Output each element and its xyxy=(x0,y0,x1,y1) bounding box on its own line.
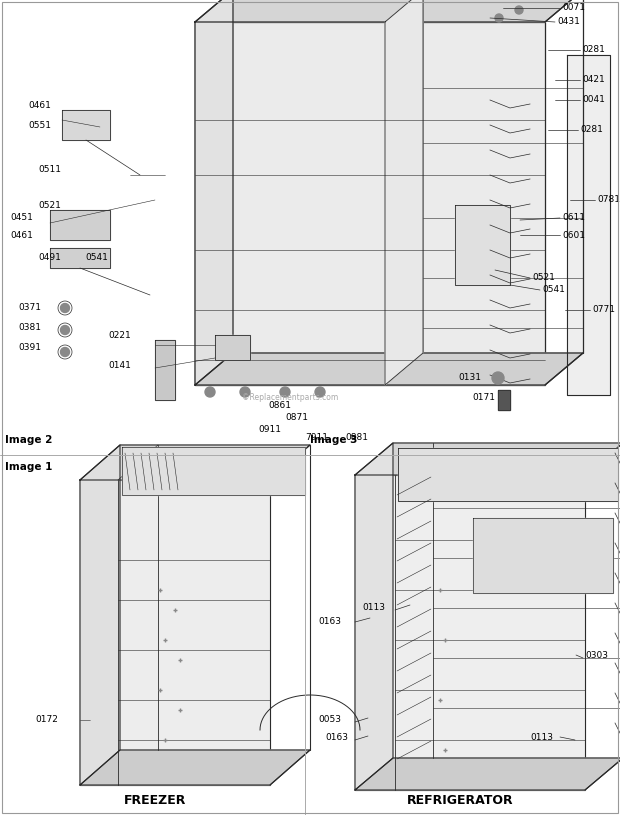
Text: 0131: 0131 xyxy=(458,373,481,382)
Polygon shape xyxy=(355,443,620,475)
Text: 0381: 0381 xyxy=(18,324,41,333)
Text: 0451: 0451 xyxy=(10,214,33,222)
Circle shape xyxy=(61,325,69,334)
Text: 0771: 0771 xyxy=(592,306,615,315)
Text: 0491: 0491 xyxy=(38,253,61,262)
Text: 0171: 0171 xyxy=(472,394,495,403)
Polygon shape xyxy=(122,447,305,495)
Text: Image 1: Image 1 xyxy=(5,462,52,472)
Polygon shape xyxy=(473,518,613,593)
Polygon shape xyxy=(80,445,120,785)
Text: 0541: 0541 xyxy=(85,253,108,262)
Polygon shape xyxy=(80,480,270,785)
Text: 0281: 0281 xyxy=(582,46,605,55)
Text: 0601: 0601 xyxy=(562,231,585,240)
Text: 0163: 0163 xyxy=(318,618,341,627)
Text: 0281: 0281 xyxy=(580,126,603,134)
Text: 0172: 0172 xyxy=(35,716,58,725)
Circle shape xyxy=(515,6,523,14)
Text: 0881: 0881 xyxy=(345,434,368,443)
Polygon shape xyxy=(50,210,110,240)
Polygon shape xyxy=(195,22,545,385)
Text: 0421: 0421 xyxy=(582,76,604,85)
Text: 0871: 0871 xyxy=(285,413,308,422)
Circle shape xyxy=(280,387,290,397)
Text: 0781: 0781 xyxy=(597,196,620,205)
Polygon shape xyxy=(385,0,423,385)
Circle shape xyxy=(240,387,250,397)
Text: 0861: 0861 xyxy=(268,400,291,409)
Circle shape xyxy=(495,14,503,22)
Text: Image 2: Image 2 xyxy=(5,435,52,445)
Circle shape xyxy=(492,372,504,384)
Text: ©Replacementparts.com: ©Replacementparts.com xyxy=(242,394,338,403)
Text: 0521: 0521 xyxy=(38,200,61,209)
Text: 0053: 0053 xyxy=(318,716,341,725)
Polygon shape xyxy=(155,340,175,400)
Polygon shape xyxy=(195,0,233,385)
Polygon shape xyxy=(80,750,310,785)
Text: Image 3: Image 3 xyxy=(310,435,357,445)
Text: 0431: 0431 xyxy=(557,17,580,27)
Text: 0611: 0611 xyxy=(562,214,585,222)
Polygon shape xyxy=(195,353,583,385)
Text: 0071: 0071 xyxy=(562,3,585,12)
Circle shape xyxy=(61,347,69,356)
Text: 0113: 0113 xyxy=(362,602,385,611)
Text: 0391: 0391 xyxy=(18,343,41,353)
Polygon shape xyxy=(498,390,510,410)
Text: 0303: 0303 xyxy=(585,650,608,659)
Text: 0163: 0163 xyxy=(325,734,348,742)
Text: 0911: 0911 xyxy=(258,425,281,434)
Polygon shape xyxy=(355,758,620,790)
Circle shape xyxy=(61,303,69,312)
Text: 0371: 0371 xyxy=(18,303,41,312)
Circle shape xyxy=(205,387,215,397)
Text: 0461: 0461 xyxy=(10,231,33,240)
Polygon shape xyxy=(80,445,310,480)
Polygon shape xyxy=(62,110,110,140)
Text: 0521: 0521 xyxy=(532,274,555,283)
Text: 0541: 0541 xyxy=(542,285,565,294)
Text: 0113: 0113 xyxy=(530,734,553,742)
Text: REFRIGERATOR: REFRIGERATOR xyxy=(407,794,513,807)
Text: 0461: 0461 xyxy=(28,100,51,109)
Text: 0551: 0551 xyxy=(28,121,51,130)
Circle shape xyxy=(315,387,325,397)
Text: 7911: 7911 xyxy=(305,434,328,443)
Polygon shape xyxy=(195,0,583,22)
Polygon shape xyxy=(215,335,250,360)
Text: FREEZER: FREEZER xyxy=(124,794,186,807)
Polygon shape xyxy=(455,205,510,285)
Text: 0141: 0141 xyxy=(108,360,131,369)
Text: 0511: 0511 xyxy=(38,165,61,174)
Text: 0221: 0221 xyxy=(108,331,131,340)
Polygon shape xyxy=(355,475,585,790)
Polygon shape xyxy=(567,55,610,395)
Text: 0041: 0041 xyxy=(582,95,605,104)
Polygon shape xyxy=(50,248,110,268)
Polygon shape xyxy=(355,443,393,790)
Polygon shape xyxy=(398,448,618,501)
